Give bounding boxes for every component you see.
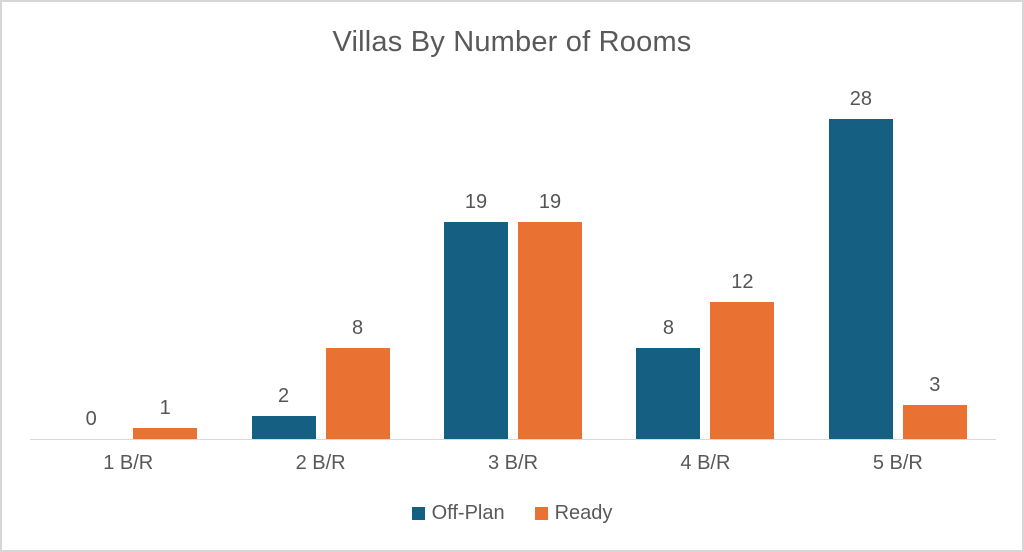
bar-slot: 19: [444, 92, 509, 439]
bar-slot: 8: [636, 92, 701, 439]
bar-ready-3-b/r: [518, 222, 583, 439]
bar-ready-2-b/r: [325, 348, 390, 439]
data-label: 2: [278, 385, 290, 407]
data-label: 0: [85, 408, 97, 430]
data-label: 8: [352, 317, 364, 339]
data-label: 19: [538, 191, 562, 213]
legend-item-offplan: Off-Plan: [411, 502, 505, 525]
bar-off-plan-4-b/r: [636, 348, 701, 439]
bar-ready-4-b/r: [710, 302, 775, 439]
bar-slot: 0: [59, 92, 123, 439]
data-label: 12: [731, 271, 754, 293]
legend-label-ready: Ready: [554, 502, 613, 524]
bar-off-plan-2-b/r: [251, 416, 316, 439]
bar-ready-5-b/r: [902, 405, 967, 439]
bar-slot: 28: [828, 88, 893, 439]
legend-label-offplan: Off-Plan: [431, 502, 505, 524]
bar-off-plan-3-b/r: [444, 222, 509, 439]
data-label: 3: [929, 374, 941, 396]
ready-swatch-icon: [534, 507, 548, 520]
data-label: 28: [849, 88, 872, 110]
bar-slot: 3: [902, 92, 967, 439]
x-axis-labels: 1 B/R 2 B/R 3 B/R 4 B/R 5 B/R: [32, 452, 994, 475]
plot-area: 0 1 2 8 19 19 8 12 28 3: [32, 88, 994, 439]
bar-slot: 1: [133, 92, 198, 439]
data-label: 19: [464, 191, 488, 213]
legend-item-ready: Ready: [534, 502, 613, 525]
bar-group: 28 3: [802, 88, 994, 439]
bar-slot: 2: [251, 92, 316, 439]
bar-slot: 19: [518, 92, 583, 439]
data-label: 1: [159, 397, 171, 419]
category-label: 4 B/R: [680, 452, 731, 474]
bar-ready-1-b/r: [133, 428, 198, 439]
bar-group: 19 19: [417, 92, 609, 439]
category-label: 3 B/R: [488, 452, 539, 474]
bar-slot: 12: [710, 92, 775, 439]
chart-title: Villas By Number of Rooms: [332, 26, 692, 58]
x-axis-line: [30, 439, 996, 440]
legend: Off-Plan Ready: [2, 502, 1022, 525]
category-label: 5 B/R: [872, 452, 923, 474]
offplan-swatch-icon: [411, 507, 425, 520]
category-label: 1 B/R: [103, 452, 154, 474]
bar-slot: 8: [325, 92, 390, 439]
data-label: 8: [662, 317, 674, 339]
category-label: 2 B/R: [295, 452, 346, 474]
bar-group: 8 12: [609, 92, 801, 439]
bar-off-plan-5-b/r: [828, 119, 893, 439]
